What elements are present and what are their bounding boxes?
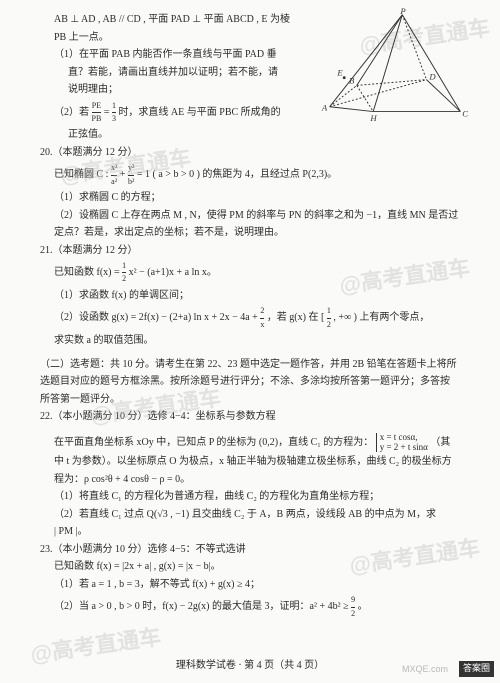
text-line: 在平面直角坐标系 xOy 中，已知点 P 的坐标为 (0,2)，直线 C₁ 的方… [40,433,468,453]
text-frag: = [104,107,112,118]
text-line: 定点？若是，求出定点的坐标；若不是，说明理由。 [40,225,468,241]
text-line: （2）若 PE PB = 1 3 时，求直线 AE 与平面 PBC 所成角的 [40,100,313,126]
cases-block: x = t cosα, y = 2 + t sinα [376,433,428,453]
text-line: （1）在平面 PAB 内能否作一条直线与平面 PAD 垂 [40,47,313,63]
text-line: （2）设椭圆 C 上存在两点 M , N，使得 PM 的斜率与 PN 的斜率之和… [40,208,468,224]
text-line: 说明理由； [40,82,313,98]
fraction: x² a² [111,162,117,188]
text-line: | PM |。 [40,524,468,540]
q20-title: 20.（本题满分 12 分） [40,145,468,161]
diagram-label-e: E [336,68,343,78]
text-line: 中 t 为参数）。以坐标原点 O 为极点，x 轴正半轴为极轴建立极坐标系，曲线 … [40,454,468,470]
fraction: 2 x [260,305,264,331]
pyramid-diagram: P A H C D B E [320,8,470,128]
text-frag: , +∞ ) 上有两个零点， [333,313,429,324]
section-two: （二）选考题：共 10 分。请考生在第 22、23 题中选定一题作答，并用 2B… [40,357,468,373]
text-line: （1）若 a = 1 , b = 3，解不等式 f(x) + g(x) ≥ 4； [40,577,468,593]
text-line: （2）当 a > 0 , b > 0 时，f(x) − 2g(x) 的最大值是 … [40,594,468,620]
diagram-label-c: C [462,108,468,118]
text-line: （1）求函数 f(x) 的单调区间； [40,288,468,304]
text-line: （2）若直线 C₁ 过点 Q(√3 , −1) 且交曲线 C₂ 于 A，B 两点… [40,507,468,523]
text-line: （1）求椭圆 C 的方程； [40,190,468,206]
text-line: 已知函数 f(x) = 1 2 x² − (a+1)x + a ln x。 [40,260,468,286]
text-frag: 。 [358,602,368,613]
text-frag: （2）当 a > 0 , b > 0 时，f(x) − 2g(x) 的最大值是 … [54,602,351,613]
fraction: y² b² [128,162,134,188]
text-line: 正弦值。 [40,127,313,143]
section-two: 选题目对应的题号方框涂黑。按所涂题号进行评分；不涂、多涂均按所答第一题评分；多答… [40,374,468,390]
text-line: （2）设函数 g(x) = 2f(x) − (2+a) ln x + 2x − … [40,305,468,331]
diagram-label-p: P [399,8,406,16]
text-frag: + [120,169,128,180]
text-line: 直？若能，请画出直线并加以证明；若不能，请 [40,65,313,81]
text-frag: 时，求直线 AE 与平面 PBC 所成角的 [118,107,280,118]
site-watermark: MXQE.com [402,663,448,677]
text-frag: = 1 ( a > b > 0 ) 的焦距为 4，且经过点 P(2,3)。 [137,169,337,180]
diagram-label-d: D [428,72,436,82]
text-line: 求实数 a 的取值范围。 [40,333,468,349]
q23-title: 23.（本小题满分 10 分）选修 4−5：不等式选讲 [40,542,468,558]
section-two: 所答第一题评分。 [40,392,468,408]
text-line: PB 上一点。 [40,30,313,46]
text-frag: 已知函数 f(x) = [54,267,122,278]
text-frag: （2）设函数 g(x) = 2f(x) − (2+a) ln x + 2x − … [54,313,260,324]
stamp-badge: 答案圈 [459,661,494,677]
fraction: 1 2 [122,260,126,286]
text-line: AB ⊥ AD , AB // CD , 平面 PAD ⊥ 平面 ABCD , … [40,12,313,28]
text-line: （1）将直线 C₁ 的方程化为普通方程，曲线 C₂ 的方程化为直角坐标方程； [40,489,468,505]
text-frag: ，若 g(x) 在 [ [267,313,325,324]
q22-title: 22.（本小题满分 10 分）选修 4−4：坐标系与参数方程 [40,409,468,425]
text-line: 已知函数 f(x) = |2x + a| , g(x) = |x − b|。 [40,559,468,575]
text-frag: x² − (a+1)x + a ln x。 [129,267,217,278]
text-frag: 已知椭圆 C : [54,169,108,180]
text-frag: （2）若 [54,107,89,118]
exam-page: @高考直通车 @高考直通车 @高考直通车 @高考直通车 @高考直通车 @高考直通… [0,0,500,683]
diagram-label-h: H [369,113,377,123]
fraction: PE PB [92,100,102,126]
fraction: 1 3 [112,100,116,126]
fraction: 1 2 [327,305,331,331]
diagram-label-b: B [349,75,355,85]
fraction: 9 2 [351,594,355,620]
text-line: 程为：ρ cos²θ + 4 cosθ − ρ = 0。 [40,472,468,488]
text-frag: 在平面直角坐标系 xOy 中，已知点 P 的坐标为 (0,2)，直线 C₁ 的方… [54,437,373,448]
q21-title: 21.（本题满分 12 分） [40,243,468,259]
text-frag: （其 [430,437,450,448]
diagram-label-a: A [321,103,328,113]
text-line: 已知椭圆 C : x² a² + y² b² = 1 ( a > b > 0 )… [40,162,468,188]
